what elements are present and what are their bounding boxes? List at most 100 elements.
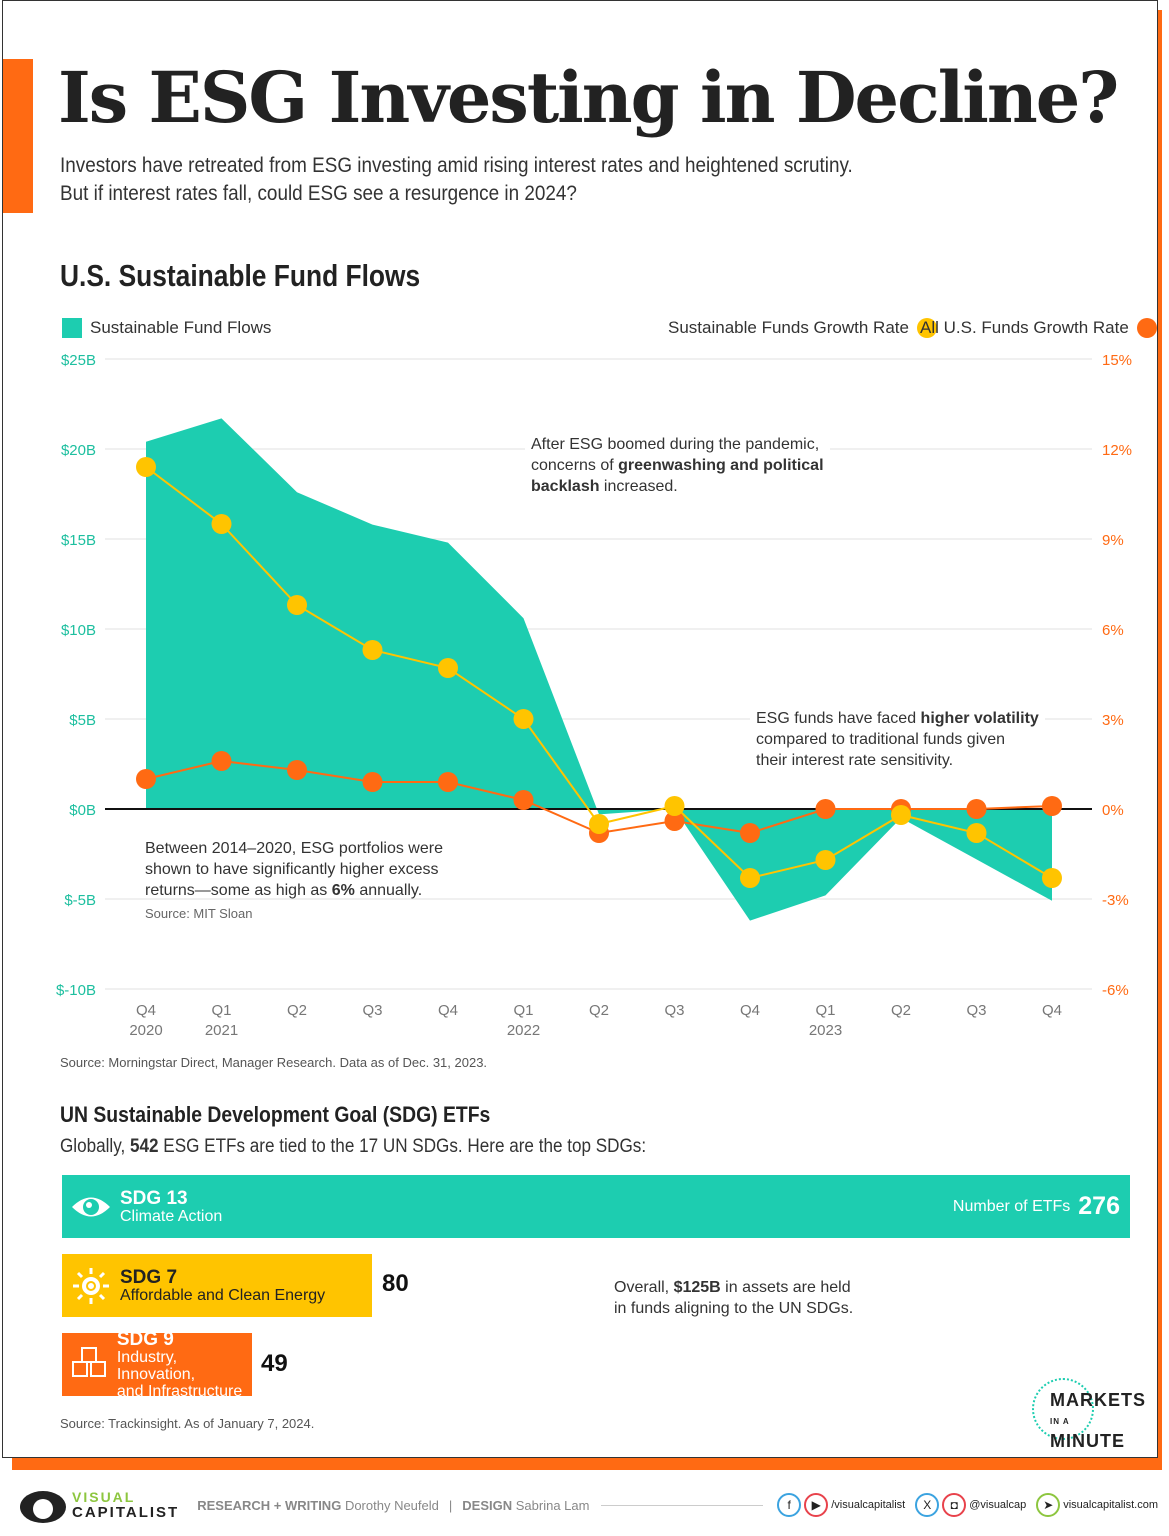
- annotation-line: shown to have significantly higher exces…: [145, 861, 439, 878]
- x-tick-label: 2021: [205, 1022, 238, 1039]
- legend-swatch: [916, 318, 937, 338]
- annotation-line: Between 2014–2020, ESG portfolios were: [145, 840, 443, 857]
- x-tick-label: Q4: [438, 1002, 458, 1019]
- legend-label: Sustainable Fund Flows: [90, 318, 272, 337]
- all-funds-growth-point: [211, 751, 232, 771]
- x-tick-label: 2020: [129, 1022, 162, 1039]
- text-bold: 6%: [331, 882, 355, 899]
- all-funds-growth-point: [664, 811, 685, 831]
- sustainable-growth-point: [136, 457, 156, 477]
- text: concerns of: [531, 457, 619, 474]
- right-tick-label: -3%: [1102, 892, 1129, 909]
- text: ESG funds have faced: [756, 710, 921, 727]
- fund-flows-area: [146, 418, 1052, 921]
- all-funds-growth-point: [513, 790, 534, 810]
- x-tick-label: Q4: [740, 1002, 760, 1019]
- brand-text: CAPITALIST: [72, 1504, 180, 1521]
- credit-name: Sabrina Lam: [515, 1497, 590, 1513]
- sdg-7-count: 80: [382, 1270, 409, 1297]
- all-funds-growth-point: [966, 799, 987, 819]
- sustainable-growth-point: [815, 850, 836, 870]
- sdg-bar-7: SDG 7 Affordable and Clean Energy: [62, 1254, 372, 1317]
- markets-in-a-minute-logo: MARKETS IN A MINUTE: [1032, 1378, 1150, 1451]
- right-tick-label: 6%: [1102, 622, 1124, 639]
- social-handle[interactable]: @visualcap: [969, 1499, 1027, 1511]
- sdg-name: Industry, Innovation,: [116, 1348, 196, 1383]
- legend-item-all-growth: All U.S. Funds Growth Rate: [920, 318, 1157, 338]
- all-funds-growth-point: [287, 760, 307, 780]
- website-link[interactable]: visualcapitalist.com: [1063, 1499, 1158, 1511]
- annotation-returns: Between 2014–2020, ESG portfolios were s…: [145, 838, 443, 924]
- sdg-name: Affordable and Clean Energy: [120, 1286, 326, 1304]
- sdg-title: UN Sustainable Development Goal (SDG) ET…: [60, 1102, 491, 1127]
- x-tick-label: 2023: [809, 1022, 842, 1039]
- sdg-name: and Infrastructure: [116, 1382, 243, 1400]
- right-tick-label: 3%: [1102, 712, 1124, 729]
- text-bold: $125B: [673, 1279, 721, 1296]
- annotation-line: backlash increased.: [531, 476, 824, 497]
- x-tick-label: Q1: [513, 1002, 533, 1019]
- sdg-bar-9: SDG 9 Industry, Innovation, and Infrastruc…: [62, 1328, 252, 1400]
- right-tick-label: -6%: [1102, 982, 1129, 999]
- sdg-name: Climate Action: [120, 1207, 223, 1225]
- subtitle-line: But if interest rates fall, could ESG se…: [60, 182, 577, 205]
- text: Globally,: [60, 1136, 131, 1157]
- sustainable-growth-point: [664, 796, 685, 816]
- left-tick-label: $0B: [69, 802, 96, 819]
- note-line: Overall, $125B in assets are held: [614, 1277, 853, 1298]
- badge-text: MINUTE: [1050, 1431, 1125, 1451]
- sdg-code: SDG 7: [120, 1266, 178, 1288]
- text: Overall,: [614, 1279, 674, 1296]
- x-icon[interactable]: X: [915, 1493, 940, 1517]
- all-funds-growth-point: [815, 799, 836, 819]
- badge-text: IN A: [1050, 1416, 1070, 1426]
- legend-item-sustainable-growth: Sustainable Funds Growth Rate: [668, 318, 937, 338]
- credit-name: Dorothy Neufeld: [344, 1497, 439, 1513]
- all-funds-growth-point: [438, 772, 458, 792]
- sustainable-growth-point: [513, 709, 534, 729]
- sun-power-icon: [62, 1266, 120, 1306]
- social-handle[interactable]: /visualcapitalist: [831, 1499, 906, 1511]
- x-tick-label: 2022: [507, 1022, 540, 1039]
- divider: [601, 1504, 764, 1506]
- sustainable-growth-point: [891, 805, 911, 825]
- chart-svg: $25B 15% $20B 12% $15B 9% $10B 6% $5B 3% $0B 0% $-5B…: [56, 352, 1132, 1039]
- sdg-code: SDG 9: [116, 1328, 174, 1350]
- x-tick-label: Q4: [1042, 1002, 1062, 1019]
- all-funds-growth-point: [740, 823, 760, 843]
- sdg-13-count: Number of ETFs 276: [953, 1192, 1120, 1221]
- sustainable-growth-point: [966, 823, 987, 843]
- right-tick-label: 0%: [1102, 802, 1124, 819]
- annotation-line: their interest rate sensitivity.: [756, 752, 954, 769]
- sdg-note: Overall, $125B in assets are held in fund…: [614, 1277, 853, 1319]
- right-tick-label: 15%: [1102, 352, 1132, 369]
- x-tick-label: Q3: [362, 1002, 382, 1019]
- sdg-source: Source: Trackinsight. As of January 7, 2…: [60, 1416, 315, 1431]
- sustainable-growth-point: [362, 640, 383, 660]
- legend-label: Sustainable Funds Growth Rate: [668, 318, 909, 337]
- annotation-line: After ESG boomed during the pandemic,: [531, 436, 820, 453]
- annotation-line: concerns of greenwashing and political: [531, 455, 824, 476]
- legend-item-flows: Sustainable Fund Flows: [62, 318, 271, 338]
- sustainable-growth-point: [287, 595, 307, 615]
- cursor-icon[interactable]: ➤: [1036, 1493, 1061, 1517]
- annotation-volatility: ESG funds have faced higher volatility c…: [750, 708, 1045, 771]
- sdg-bar-13: SDG 13 Climate Action Number of ETFs 276: [62, 1175, 1130, 1238]
- text-bold: higher volatility: [920, 710, 1039, 727]
- text: increased.: [599, 478, 678, 495]
- x-tick-label: Q3: [664, 1002, 684, 1019]
- left-tick-label: $10B: [61, 622, 96, 639]
- brand-text: VISUAL: [72, 1489, 136, 1505]
- left-tick-label: $-10B: [56, 982, 96, 999]
- text: ESG ETFs are tied to the 17 UN SDGs. Her…: [158, 1136, 647, 1157]
- visual-capitalist-logo-icon: [20, 1491, 66, 1523]
- facebook-icon[interactable]: f: [777, 1493, 802, 1517]
- instagram-icon[interactable]: ◘: [942, 1493, 967, 1517]
- annotation-line: ESG funds have faced higher volatility: [756, 708, 1039, 729]
- legend-label: All U.S. Funds Growth Rate: [920, 318, 1129, 337]
- youtube-icon[interactable]: ▶: [804, 1493, 829, 1517]
- left-tick-label: $5B: [69, 712, 96, 729]
- all-funds-growth-point: [362, 772, 383, 792]
- x-tick-label: Q1: [815, 1002, 835, 1019]
- sdg-9-count: 49: [261, 1350, 288, 1377]
